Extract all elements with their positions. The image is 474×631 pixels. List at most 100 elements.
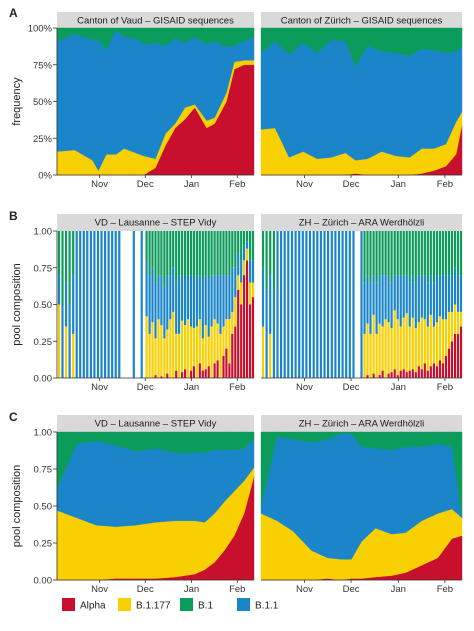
bar-b-1-1: [312, 231, 315, 378]
bar-alpha: [450, 341, 453, 379]
bar-alpha: [447, 348, 450, 378]
facet-left: VD – Lausanne – STEP Vidy Nov Dec Jan Feb: [56, 415, 255, 595]
facet-strip: [261, 415, 462, 432]
bar-b-1-1: [228, 275, 231, 320]
bar-b-1-1: [240, 260, 243, 283]
bar-b-1-1: [222, 275, 225, 327]
bar-alpha: [189, 370, 193, 378]
bar-b-1-1: [378, 275, 381, 324]
bar-b-1-177: [184, 325, 187, 370]
bar-b-1-1: [308, 231, 312, 378]
y-tick-label: 0.25: [34, 539, 53, 550]
y-tick-label: 25%: [33, 134, 53, 145]
bar-b-1: [219, 231, 222, 276]
bar-b-1-177: [399, 326, 402, 371]
bar-b-1: [429, 231, 432, 276]
bar-b-1: [72, 231, 75, 276]
bar-b-1-1: [327, 231, 330, 378]
bar-b-1: [160, 231, 163, 276]
bar-b-1-177: [396, 319, 399, 376]
bar-b-1: [420, 231, 423, 276]
bar-b-1-177: [426, 326, 429, 371]
bar-alpha: [246, 260, 249, 378]
bar-b-1: [210, 231, 213, 276]
bar-b-1: [243, 231, 246, 246]
bar-b-1-1: [363, 282, 366, 334]
area-b-1: [56, 431, 255, 489]
bar-b-1: [269, 231, 272, 276]
bar-alpha: [204, 369, 207, 378]
bar-b-1-177: [175, 333, 178, 371]
bar-b-1-1: [175, 282, 178, 334]
bar-b-1-1: [181, 275, 184, 321]
bar-b-1-1: [163, 286, 166, 339]
bar-b-1-177: [375, 333, 378, 378]
bar-b-1-177: [166, 329, 169, 374]
bar-b-1-177: [228, 319, 231, 364]
bar-b-1-177: [429, 314, 432, 367]
bar-b-1-1: [100, 231, 103, 378]
bar-alpha: [192, 366, 195, 378]
bar-b-1-1: [432, 282, 435, 327]
bar-alpha: [166, 373, 169, 378]
bar-b-1-1: [234, 267, 237, 298]
bar-b-1: [411, 231, 414, 276]
bar-b-1-1: [104, 231, 107, 378]
bar-b-1-1: [246, 241, 249, 249]
facet-left: Canton of Vaud – GISAID sequences Nov Dec J…: [56, 12, 255, 190]
bar-b-1-177: [195, 326, 198, 378]
x-tick-label: Dec: [343, 584, 360, 595]
bar-b-1-177: [363, 333, 366, 378]
bar-alpha: [207, 366, 210, 378]
bar-b-1-1: [360, 231, 363, 378]
bar-b-1-177: [65, 326, 68, 378]
bar-b-1: [192, 231, 195, 278]
bar-b-1-1: [140, 231, 143, 378]
bar-alpha: [393, 369, 396, 378]
bar-b-1: [432, 231, 435, 283]
y-tick-label: 0.00: [34, 576, 53, 587]
bar-b-1: [396, 231, 399, 276]
bar-b-1-177: [225, 319, 228, 349]
facet-title: Canton of Zürich – GISAID sequences: [281, 16, 443, 27]
bar-b-1-1: [154, 282, 157, 339]
y-axis-label: pool composition: [11, 465, 23, 548]
bar-b-1-1: [184, 278, 187, 325]
facet-right: ZH – Zürich – ARA Werdhölzli Nov Dec Jan Feb: [260, 415, 463, 595]
bar-b-1-1: [269, 275, 272, 334]
bar-b-1-177: [249, 282, 252, 305]
bar-b-1-1: [243, 245, 246, 261]
bar-b-1-1: [216, 275, 219, 324]
bar-b-1-1: [402, 275, 405, 318]
bar-b-1: [405, 231, 408, 276]
bar-b-1-177: [372, 314, 375, 374]
bar-b-1-177: [213, 319, 216, 364]
bar-b-1-1: [390, 282, 393, 329]
bar-b-1-1: [444, 275, 447, 320]
bar-b-1-1: [231, 267, 234, 312]
bar-b-1: [175, 231, 178, 283]
bar-b-1: [441, 231, 444, 276]
bar-b-1-1: [423, 275, 426, 320]
bar-b-1-177: [210, 326, 213, 378]
bar-b-1: [169, 231, 172, 276]
bar-alpha: [201, 370, 204, 378]
bar-b-1-1: [330, 231, 333, 378]
y-tick-label: 75%: [33, 60, 53, 71]
panel-letter: B: [9, 209, 18, 223]
bar-alpha: [402, 369, 405, 378]
bar-b-1-1: [118, 231, 121, 378]
bar-b-1-1: [348, 231, 351, 378]
bar-b-1-1: [429, 275, 432, 315]
x-tick-label: Feb: [437, 382, 453, 393]
bar-b-1-1: [276, 231, 279, 378]
bar-b-1-1: [213, 275, 216, 320]
bar-b-1-1: [337, 231, 341, 378]
bar-b-1-1: [169, 275, 172, 320]
bar-b-1-1: [251, 260, 255, 283]
bar-b-1-177: [420, 317, 423, 370]
bar-b-1-1: [447, 275, 450, 312]
bar-b-1-177: [178, 333, 181, 378]
bar-b-1: [438, 231, 441, 276]
